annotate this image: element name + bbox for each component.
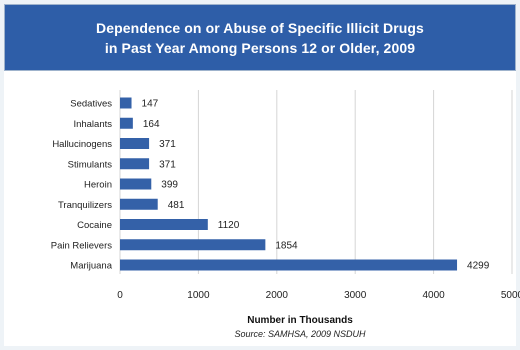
plot-panel bbox=[4, 71, 516, 346]
category-label: Stimulants bbox=[68, 159, 113, 170]
category-label: Heroin bbox=[84, 180, 112, 191]
chart-title-line-1: Dependence on or Abuse of Specific Illic… bbox=[96, 19, 424, 36]
bar bbox=[120, 239, 266, 251]
value-label: 4299 bbox=[467, 261, 490, 272]
category-label: Cocaine bbox=[77, 220, 112, 231]
bar bbox=[120, 259, 458, 271]
x-tick-label: 1000 bbox=[187, 290, 210, 301]
value-label: 147 bbox=[142, 99, 159, 110]
value-label: 164 bbox=[143, 119, 160, 130]
value-label: 399 bbox=[161, 180, 178, 191]
value-label: 481 bbox=[168, 200, 185, 211]
x-tick-label: 4000 bbox=[422, 290, 445, 301]
value-label: 1120 bbox=[218, 220, 240, 231]
bar bbox=[120, 158, 150, 170]
x-tick-label: 3000 bbox=[344, 290, 367, 301]
bar bbox=[120, 97, 132, 109]
bar bbox=[120, 178, 152, 190]
bar bbox=[120, 117, 133, 129]
x-tick-label: 0 bbox=[117, 290, 123, 301]
chart-title: Dependence on or Abuse of Specific Illic… bbox=[4, 4, 516, 71]
chart-title-line-2: in Past Year Among Persons 12 or Older, … bbox=[104, 39, 416, 56]
category-label: Inhalants bbox=[73, 119, 112, 130]
value-label: 371 bbox=[159, 159, 176, 170]
category-label: Marijuana bbox=[70, 261, 112, 272]
bar bbox=[120, 138, 150, 149]
category-label: Sedatives bbox=[70, 99, 112, 110]
source-note: Source: SAMHSA, 2009 NSDUH bbox=[234, 329, 366, 339]
value-label: 371 bbox=[159, 139, 176, 150]
bar bbox=[120, 198, 158, 210]
value-label: 1854 bbox=[275, 240, 298, 251]
category-label: Hallucinogens bbox=[52, 139, 112, 150]
category-label: Tranquilizers bbox=[58, 200, 112, 211]
x-tick-label: 2000 bbox=[266, 290, 289, 301]
x-tick-label: 5000 bbox=[501, 290, 520, 301]
bar bbox=[120, 219, 208, 230]
x-axis-title: Number in Thousands bbox=[247, 315, 353, 326]
category-label: Pain Relievers bbox=[51, 240, 112, 251]
